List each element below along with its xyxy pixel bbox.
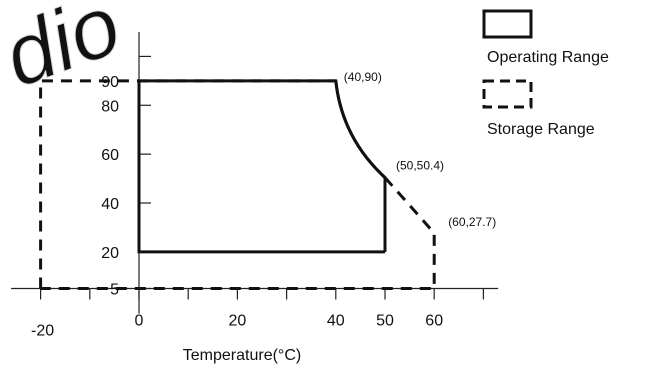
operating-range-region — [137, 79, 387, 254]
x-tick-label: 0 — [135, 313, 144, 330]
y-tick-label: 40 — [101, 196, 119, 213]
y-tick-label: 20 — [101, 245, 119, 262]
axes: -20 0 20 40 50 60 5 20 40 60 80 90 — [11, 31, 499, 340]
watermark: dio — [0, 0, 132, 106]
y-tick-label: 60 — [101, 147, 119, 164]
x-tick-label: 40 — [327, 313, 345, 330]
point-labels: (40,90) (50,50.4) (60,27.7) — [344, 70, 496, 229]
legend: Operating Range Storage Range — [482, 9, 609, 138]
x-tick-label: -20 — [31, 323, 54, 340]
legend-swatch-solid — [482, 9, 533, 39]
legend-label: Operating Range — [487, 49, 609, 66]
x-axis-title: Temperature(°C) — [183, 347, 301, 364]
x-tick-label: 20 — [229, 313, 247, 330]
y-tick-label: 5 — [110, 282, 119, 299]
y-tick-label: 80 — [101, 98, 119, 115]
humidity-limit-curve — [334, 80, 387, 179]
point-label: (50,50.4) — [396, 159, 444, 173]
operating-range-boundary — [137, 79, 387, 254]
legend-swatch-dashed — [482, 79, 533, 109]
storage-range-boundary-right-bottom — [40, 176, 436, 290]
x-tick-label: 50 — [376, 313, 394, 330]
point-label: (60,27.7) — [448, 215, 496, 229]
storage-range-boundary-left-top — [39, 79, 336, 289]
storage-range-region — [39, 79, 436, 290]
x-tick-label: 60 — [425, 313, 443, 330]
legend-label: Storage Range — [487, 121, 595, 138]
y-tick-label: 90 — [101, 74, 119, 91]
point-label: (40,90) — [344, 70, 382, 84]
